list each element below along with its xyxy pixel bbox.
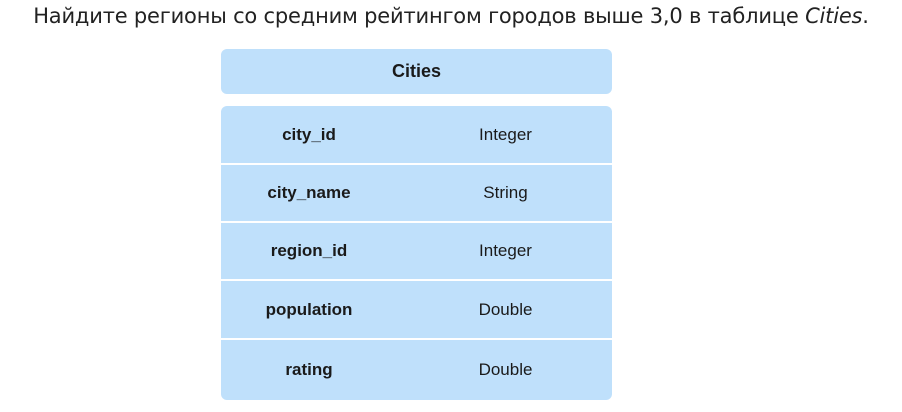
field-type: Double <box>478 299 533 319</box>
field-type: Integer <box>479 124 532 144</box>
table-title: Cities <box>221 49 612 94</box>
question-table-ref: Cities <box>805 4 863 28</box>
field-row-city-name: city_name String <box>221 165 612 221</box>
field-row-region-id: region_id Integer <box>221 223 612 279</box>
field-row-city-id: city_id Integer <box>221 106 612 163</box>
field-type: Double <box>478 360 533 379</box>
field-name: rating <box>285 360 333 379</box>
question-text: Найдите регионы со средним рейтингом гор… <box>0 4 902 28</box>
question-end: . <box>862 4 869 28</box>
field-row-rating: rating Double <box>221 340 612 400</box>
question-body: Найдите регионы со средним рейтингом гор… <box>33 4 806 28</box>
field-name: city_name <box>267 183 351 202</box>
field-type: String <box>483 183 528 202</box>
field-name: region_id <box>270 241 348 260</box>
field-name: city_id <box>282 124 336 144</box>
field-type: Integer <box>479 241 532 260</box>
field-name: population <box>265 299 353 319</box>
field-row-population: population Double <box>221 281 612 338</box>
table-fields: city_id Integer city_name String region_… <box>221 106 612 400</box>
